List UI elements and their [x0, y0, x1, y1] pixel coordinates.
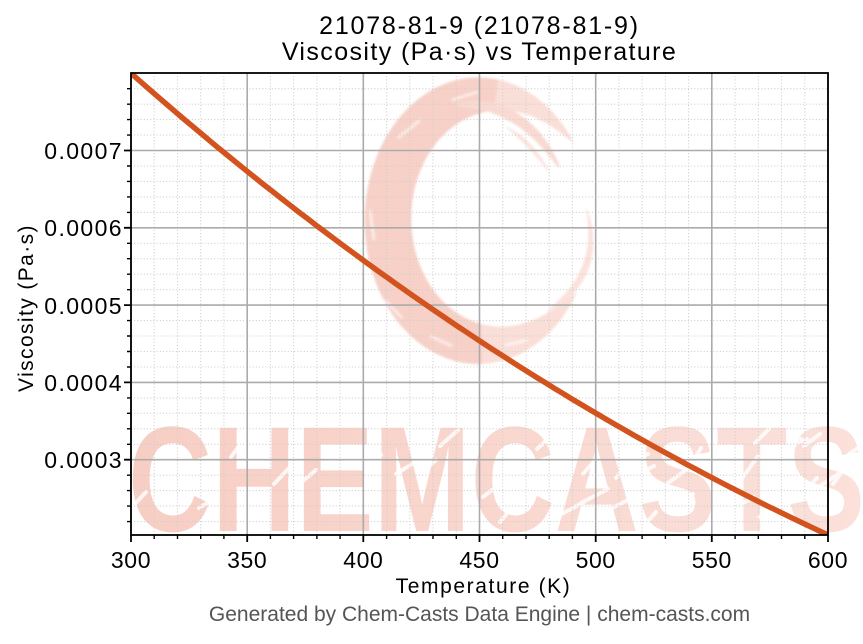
svg-text:CHEMCASTS: CHEMCASTS	[128, 395, 863, 563]
